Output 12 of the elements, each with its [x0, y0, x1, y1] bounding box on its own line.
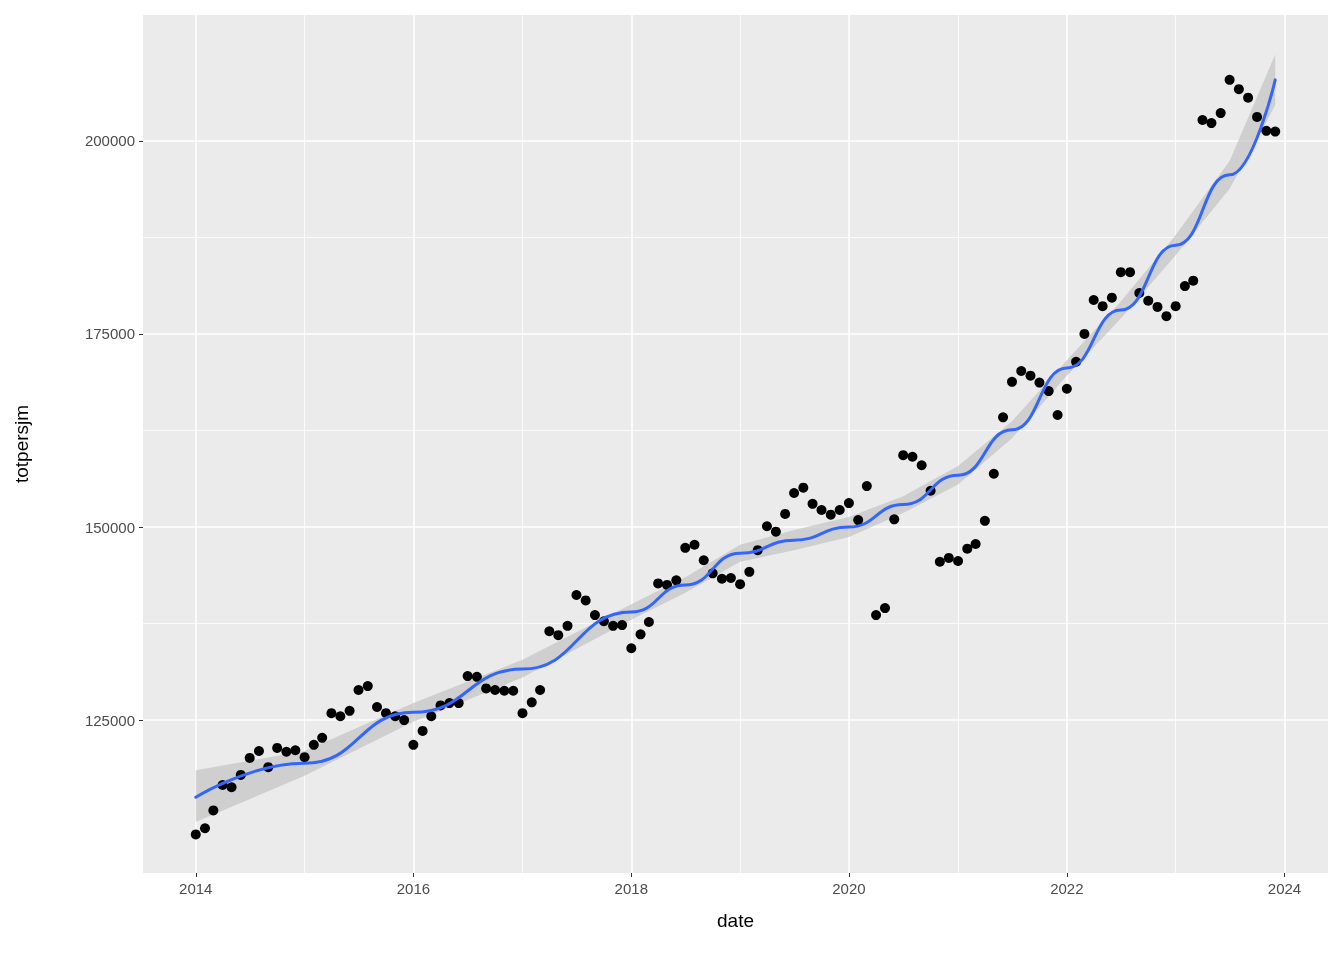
x-tick-label: 2022: [1050, 880, 1084, 897]
y-axis-title: totpersjm: [11, 404, 32, 484]
x-tick-label: 2018: [614, 880, 648, 897]
y-tick-label: 175000: [84, 325, 135, 343]
x-axis-title: date: [717, 910, 754, 931]
x-tick-label: 2024: [1267, 880, 1302, 897]
y-tick-label: 150000: [84, 518, 135, 536]
y-tick-label: 125000: [84, 711, 135, 729]
x-tick-label: 2020: [832, 880, 866, 897]
x-tick-label: 2016: [396, 880, 431, 897]
x-tick-label: 2014: [179, 880, 213, 897]
y-tick-label: 200000: [84, 132, 135, 150]
